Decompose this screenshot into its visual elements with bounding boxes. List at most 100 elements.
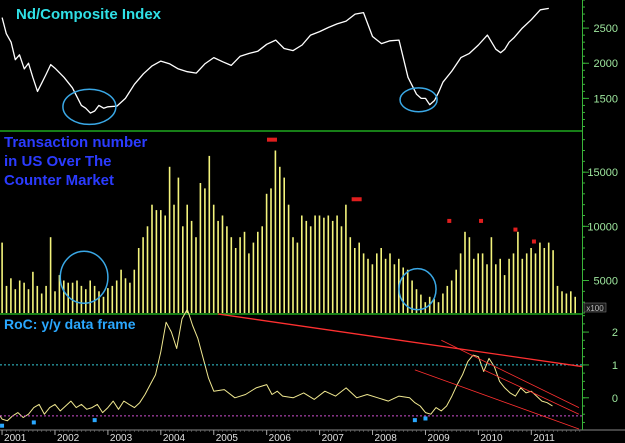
transaction-bar [530, 248, 532, 313]
transaction-bar [358, 242, 360, 313]
x-tick-label: 2003 [110, 433, 133, 443]
peak-mark [351, 197, 362, 202]
transaction-bar [464, 231, 466, 314]
transaction-bar [208, 155, 211, 313]
transaction-bar [111, 285, 114, 313]
transaction-bar [384, 258, 387, 313]
x-tick-label: 2008 [375, 433, 398, 443]
transaction-bar [455, 269, 457, 313]
transaction-bar [14, 289, 17, 313]
transaction-bar [230, 237, 233, 313]
transaction-bar [120, 269, 122, 313]
transaction-bar [10, 278, 12, 313]
peak-mark [266, 137, 277, 142]
transaction-bar [547, 242, 550, 313]
transaction-bar [279, 166, 281, 314]
bottom-panel-title: RoC: y/y data frame [4, 316, 136, 332]
x-tick-label: 2005 [216, 433, 239, 443]
highlight-circle [399, 87, 438, 113]
mid-panel-title-line-3: Counter Market [4, 172, 114, 189]
transaction-bar [243, 231, 246, 314]
y-tick-label: 0 [612, 393, 618, 405]
transaction-bar [292, 237, 294, 313]
transaction-bar [133, 269, 136, 313]
transaction-bar [155, 210, 158, 313]
transaction-bar [574, 296, 576, 314]
low-mark [412, 418, 417, 423]
transaction-bar [552, 250, 554, 313]
x-tick-label: 2011 [533, 433, 555, 443]
transaction-bar [521, 258, 524, 313]
transaction-bar [345, 204, 347, 313]
transaction-bar [362, 253, 365, 313]
transaction-bar [389, 253, 391, 313]
trend-line [414, 369, 580, 430]
low-mark [423, 416, 428, 421]
transaction-bar [380, 248, 382, 313]
transaction-bar [305, 220, 308, 313]
transaction-bar [376, 253, 378, 313]
transaction-bar [168, 166, 171, 314]
transaction-bar [367, 258, 369, 313]
transaction-bar [98, 291, 100, 313]
trend-line [483, 369, 580, 415]
transaction-bar [437, 302, 440, 313]
transaction-bar [67, 282, 69, 313]
transaction-bar [32, 271, 34, 313]
transaction-bar [164, 215, 166, 313]
transaction-bar [27, 289, 30, 313]
transaction-bar [468, 237, 471, 313]
transaction-bar [336, 215, 338, 313]
transaction-bar [129, 282, 131, 313]
transaction-bar [76, 280, 78, 313]
multiplier-badge [583, 302, 607, 313]
transaction-bar [265, 193, 268, 313]
y-tick-label: 2500 [594, 23, 618, 35]
transaction-bar [36, 285, 39, 313]
transaction-bar [570, 291, 572, 313]
transaction-bar [63, 280, 65, 313]
y-tick-label: 5000 [594, 276, 618, 288]
transaction-bar [459, 253, 462, 313]
peak-mark [447, 218, 452, 223]
transaction-bar [402, 267, 404, 313]
transaction-bar [371, 264, 374, 314]
transaction-bar [450, 280, 453, 313]
y-tick-label: 10000 [587, 221, 618, 233]
transaction-bar [160, 210, 162, 313]
transaction-bar [442, 293, 444, 313]
transaction-bar [137, 248, 140, 313]
transaction-bar [561, 291, 563, 313]
transaction-bar [287, 204, 290, 313]
transaction-bar [49, 237, 52, 313]
transaction-bar [314, 215, 316, 313]
peak-mark [479, 218, 484, 223]
transaction-bar [433, 298, 435, 313]
transaction-bar [221, 215, 224, 313]
trend-line [441, 339, 580, 409]
transaction-bar [234, 248, 237, 313]
plot-area [0, 7, 576, 422]
transaction-bar [23, 282, 25, 313]
low-mark [92, 418, 97, 423]
transaction-bar [239, 237, 241, 313]
transaction-bar [309, 226, 312, 313]
transaction-bar [199, 183, 202, 313]
transaction-bar [473, 258, 475, 313]
top-panel-title: Nd/Composite Index [16, 6, 162, 23]
transaction-bar [124, 278, 127, 313]
y-tick-label: 2000 [594, 58, 618, 70]
transaction-bar [204, 188, 206, 313]
transaction-bar [115, 280, 118, 313]
y-tick-label: 15000 [587, 167, 618, 179]
transaction-bar [186, 204, 188, 313]
transaction-bar [318, 215, 321, 313]
transaction-bar [45, 285, 47, 313]
transaction-bar [58, 275, 61, 313]
annotations [0, 87, 583, 430]
transaction-bar [71, 282, 74, 313]
transaction-bar [151, 204, 153, 313]
transaction-bar [499, 258, 501, 313]
x-tick-label: 2002 [57, 433, 80, 443]
